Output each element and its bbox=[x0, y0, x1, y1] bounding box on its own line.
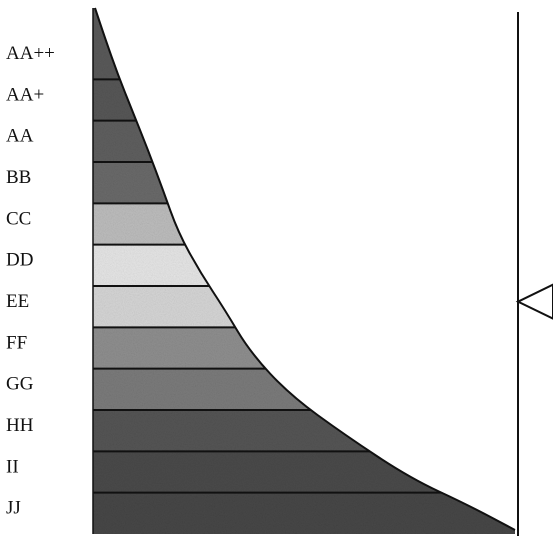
grade-label: HH bbox=[6, 415, 34, 436]
grade-label: FF bbox=[6, 332, 27, 353]
grade-band bbox=[93, 162, 515, 204]
grade-band-tip bbox=[93, 8, 515, 38]
grade-band bbox=[93, 79, 515, 122]
grade-label: BB bbox=[6, 167, 31, 188]
grade-band bbox=[93, 451, 515, 494]
grade-label: JJ bbox=[6, 498, 21, 519]
grade-label: GG bbox=[6, 374, 34, 395]
grade-band bbox=[93, 244, 515, 287]
grade-label: II bbox=[6, 456, 19, 477]
grade-bands bbox=[93, 8, 515, 534]
grade-labels: AA++ AA+ AA BB CC DD EE FF GG HH II JJ bbox=[6, 43, 55, 519]
grade-label: EE bbox=[6, 291, 29, 312]
grade-band bbox=[93, 286, 515, 328]
distribution-curve bbox=[94, 7, 516, 531]
grade-band bbox=[93, 492, 515, 534]
grade-label: CC bbox=[6, 208, 31, 229]
grade-band bbox=[93, 203, 515, 246]
grade-label: DD bbox=[6, 250, 33, 271]
band-dividers bbox=[92, 8, 442, 534]
grade-band bbox=[93, 410, 515, 452]
grade-label: AA bbox=[6, 126, 34, 147]
grade-band bbox=[93, 327, 515, 370]
grade-band bbox=[93, 368, 515, 411]
marker-pointer-icon bbox=[515, 283, 553, 320]
grade-band bbox=[93, 38, 515, 80]
grade-label: AA+ bbox=[6, 84, 44, 105]
grade-label: AA++ bbox=[6, 43, 55, 64]
grade-band bbox=[93, 120, 515, 163]
